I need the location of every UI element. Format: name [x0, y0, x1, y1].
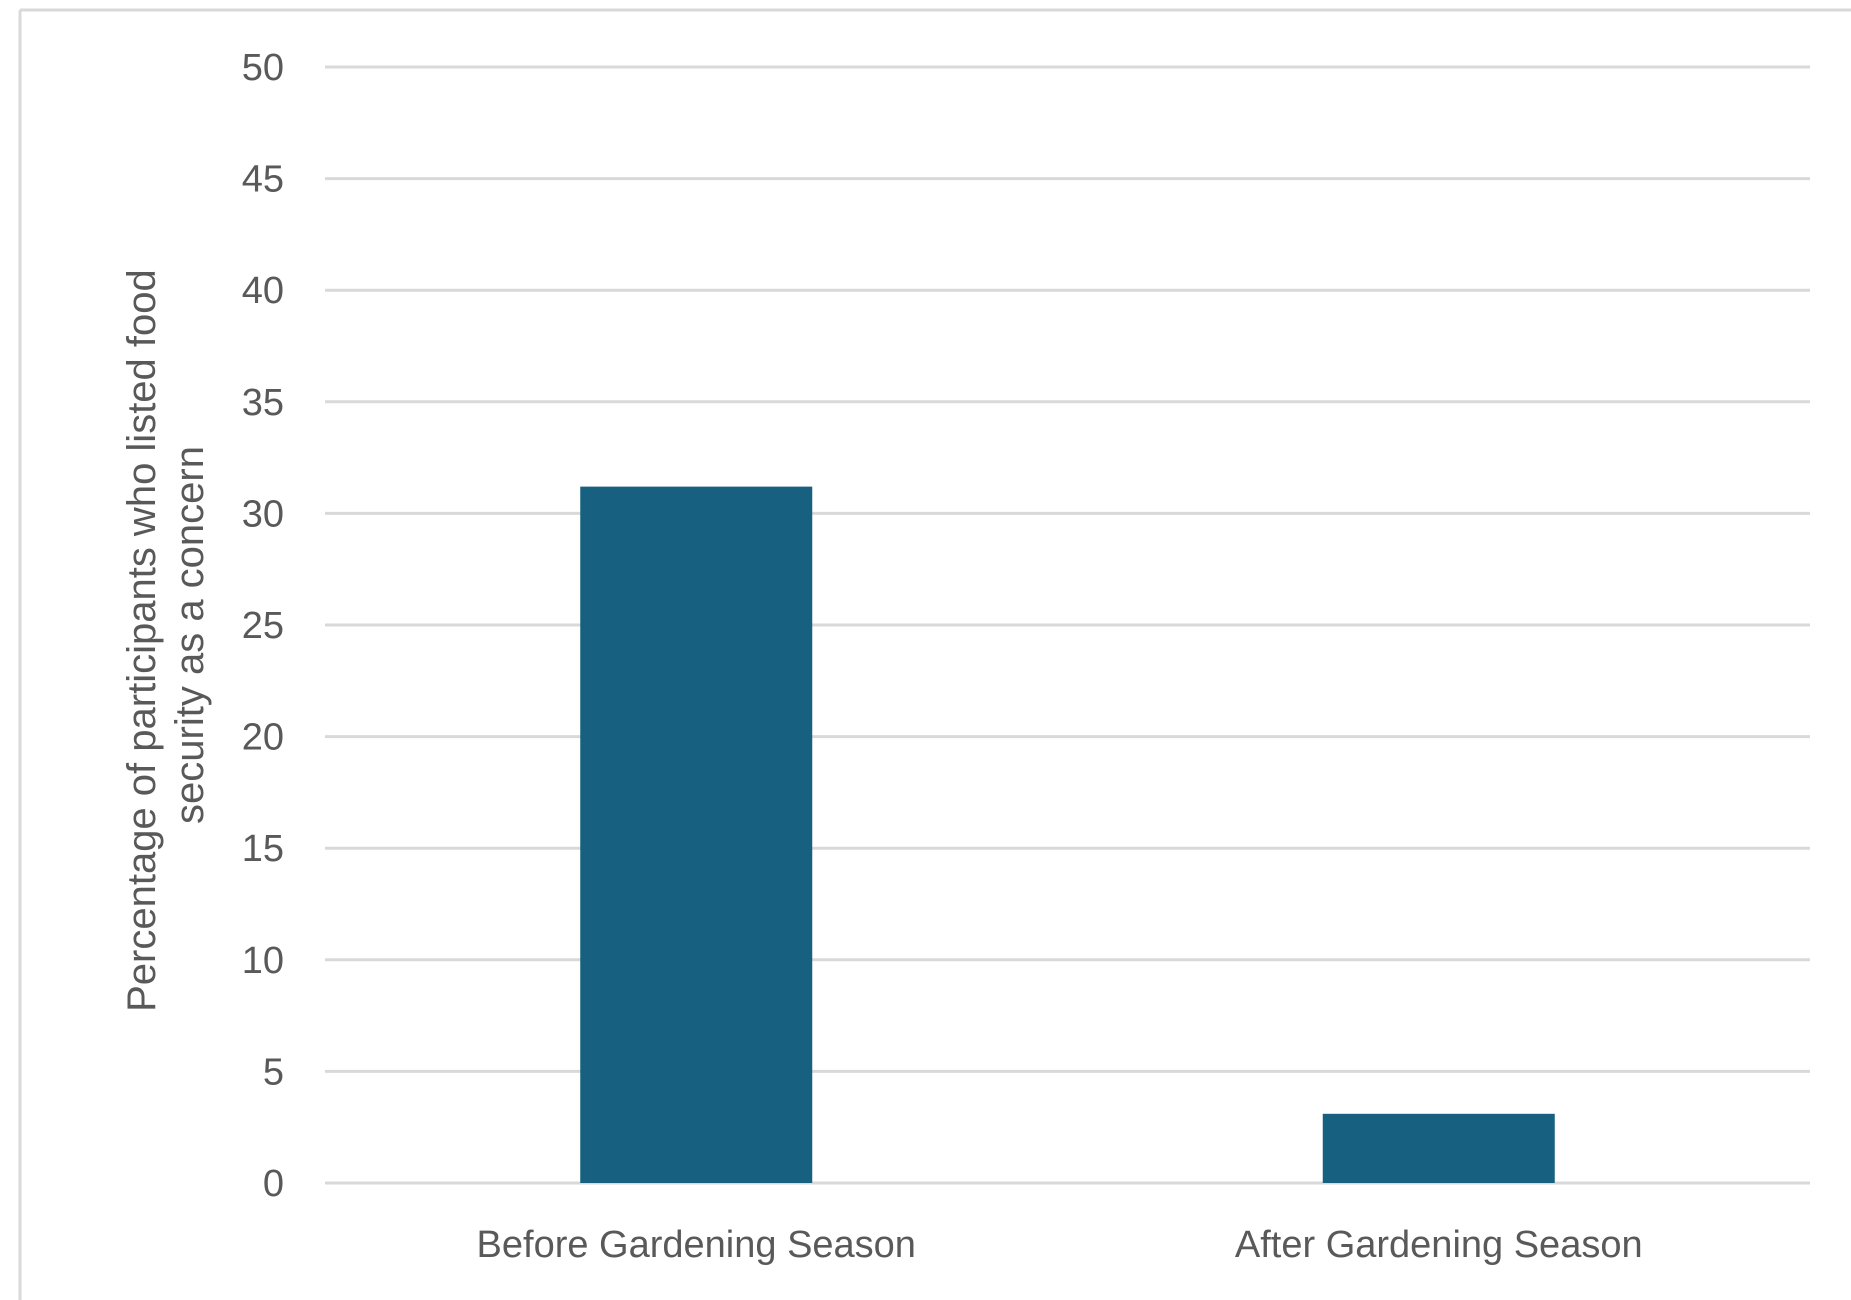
bars [580, 486, 1555, 1184]
chart-border-layer [18, 8, 1851, 1300]
y-axis-title: Percentage of participants who listed fo… [120, 258, 212, 1012]
y-tick-label-50: 50 [242, 47, 284, 89]
x-axis-categories: Before Gardening Season After Gardening S… [477, 1224, 1643, 1266]
y-tick-label-10: 10 [242, 940, 284, 982]
y-tick-label-20: 20 [242, 717, 284, 759]
y-tick-label-40: 40 [242, 270, 284, 312]
y-tick-label-0: 0 [263, 1163, 284, 1205]
y-axis-title-line-2: security as a concern [168, 446, 212, 824]
x-category-label-2: After Gardening Season [1235, 1224, 1643, 1266]
x-category-label-1: Before Gardening Season [477, 1224, 916, 1266]
y-tick-label-5: 5 [263, 1051, 284, 1093]
y-tick-label-15: 15 [242, 828, 284, 870]
y-tick-label-25: 25 [242, 605, 284, 647]
gridlines [325, 65, 1810, 1185]
y-tick-label-35: 35 [242, 382, 284, 424]
y-tick-label-45: 45 [242, 159, 284, 201]
y-axis-title-group: Percentage of participants who listed fo… [120, 258, 212, 1012]
y-axis-title-line-1: Percentage of participants who listed fo… [120, 269, 164, 1012]
y-tick-label-30: 30 [242, 493, 284, 535]
y-axis-ticks: 0 5 10 15 20 25 30 35 40 45 50 [242, 47, 284, 1205]
bar-after-gardening-season [1322, 1113, 1555, 1183]
bar-before-gardening-season [580, 486, 813, 1184]
